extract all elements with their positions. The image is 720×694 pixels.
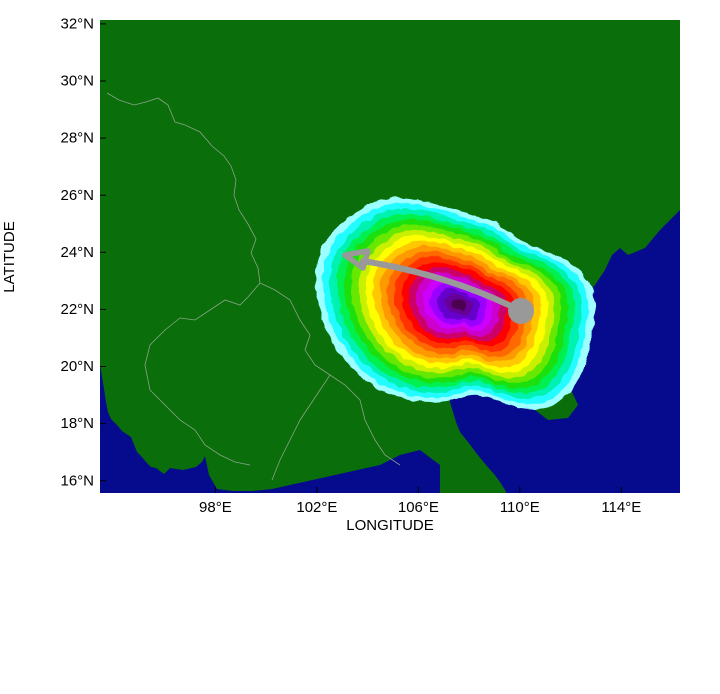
svg-text:LATITUDE: LATITUDE [1, 221, 18, 292]
svg-text:20°N: 20°N [60, 358, 94, 375]
svg-text:24°N: 24°N [60, 244, 94, 261]
svg-text:106°E: 106°E [398, 499, 439, 516]
svg-text:28°N: 28°N [60, 130, 94, 147]
svg-text:98°E: 98°E [199, 499, 232, 516]
svg-text:114°E: 114°E [601, 499, 641, 516]
svg-text:22°N: 22°N [60, 301, 94, 318]
svg-text:30°N: 30°N [60, 73, 94, 90]
svg-text:26°N: 26°N [60, 187, 94, 204]
svg-text:18°N: 18°N [60, 415, 94, 432]
svg-text:16°N: 16°N [60, 472, 94, 489]
svg-text:102°E: 102°E [296, 499, 337, 516]
svg-text:110°E: 110°E [500, 499, 540, 516]
svg-text:32°N: 32°N [60, 16, 94, 33]
svg-text:LONGITUDE: LONGITUDE [346, 517, 434, 534]
